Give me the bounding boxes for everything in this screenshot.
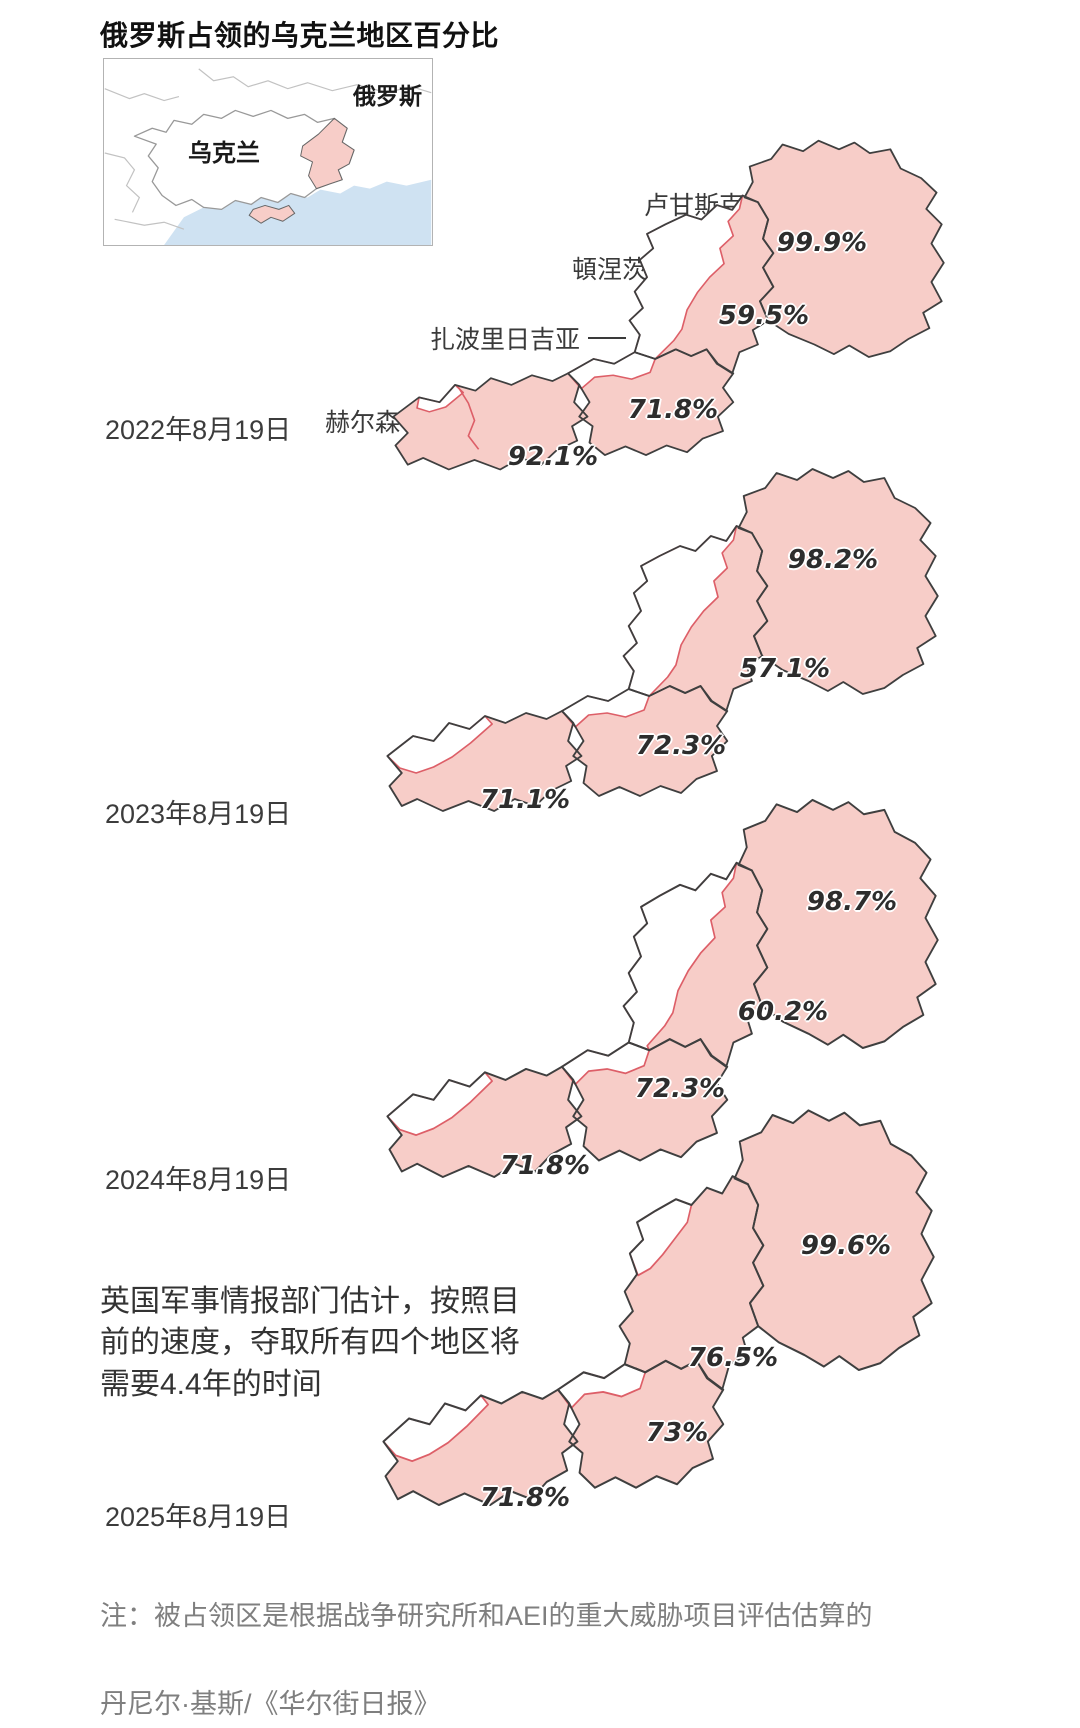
pct-donetsk: 59.5% (718, 301, 810, 331)
callout-zaporizhzhia: 扎波里日吉亚 (380, 321, 626, 355)
pct-kherson: 71.8% (499, 1151, 591, 1181)
region-label-kherson: 赫尔森 (324, 409, 400, 437)
credit-line: 丹尼尔·基斯/《华尔街日报》 (100, 1689, 441, 1719)
region-label-zaporizhzhia: 扎波里日吉亚 (429, 326, 580, 354)
occupation-map-2023: 98.2% 57.1% 72.3% 71.1% (372, 460, 947, 850)
pct-donetsk: 60.2% (737, 997, 829, 1027)
locator-map-graphic (104, 68, 432, 245)
pct-zaporizhzhia: 72.3% (634, 1074, 726, 1104)
annotation-text: 英国军事情报部门估计，按照目前的速度，夺取所有四个地区将需要4.4年的时间 (100, 1285, 520, 1401)
pct-kherson: 71.1% (479, 785, 571, 815)
inset-russia-label: 俄罗斯 (353, 83, 422, 109)
date-2024: 2024年8月19日 (105, 1165, 292, 1195)
oblast-map-graphic (386, 798, 939, 1178)
pct-luhansk: 99.6% (800, 1231, 892, 1261)
date-2023: 2023年8月19日 (105, 799, 292, 829)
oblast-map-graphic (386, 468, 939, 812)
occupation-map-2024: 98.7% 60.2% 72.3% 71.8% (372, 790, 947, 1220)
leader-line (588, 337, 626, 339)
locator-inset-map: 俄罗斯 乌克兰 (103, 58, 433, 246)
pct-luhansk: 98.7% (806, 887, 898, 917)
pct-kherson: 92.1% (507, 442, 599, 472)
date-2025: 2025年8月19日 (105, 1502, 292, 1532)
pct-zaporizhzhia: 73% (645, 1418, 709, 1448)
source-note: 注：被占领区是根据战争研究所和AEI的重大威胁项目评估估算的 (100, 1601, 873, 1631)
pct-zaporizhzhia: 72.3% (635, 731, 727, 761)
pct-zaporizhzhia: 71.8% (627, 395, 719, 425)
occupation-map-2022: 99.9% 59.5% 71.8% 92.1% (378, 132, 953, 507)
pct-luhansk: 99.9% (776, 228, 868, 258)
inset-ukraine-label: 乌克兰 (188, 140, 260, 167)
page-title: 俄罗斯占领的乌克兰地区百分比 (100, 20, 500, 51)
oblast-map-graphic (382, 1109, 935, 1507)
pct-donetsk: 57.1% (739, 654, 831, 684)
pct-luhansk: 98.2% (787, 545, 879, 575)
date-2022: 2022年8月19日 (105, 415, 292, 445)
occupation-map-2025: 99.6% 76.5% 73% 71.8% (368, 1100, 943, 1550)
pct-donetsk: 76.5% (687, 1343, 779, 1373)
pct-kherson: 71.8% (479, 1483, 571, 1513)
oblast-map-graphic (392, 139, 945, 471)
